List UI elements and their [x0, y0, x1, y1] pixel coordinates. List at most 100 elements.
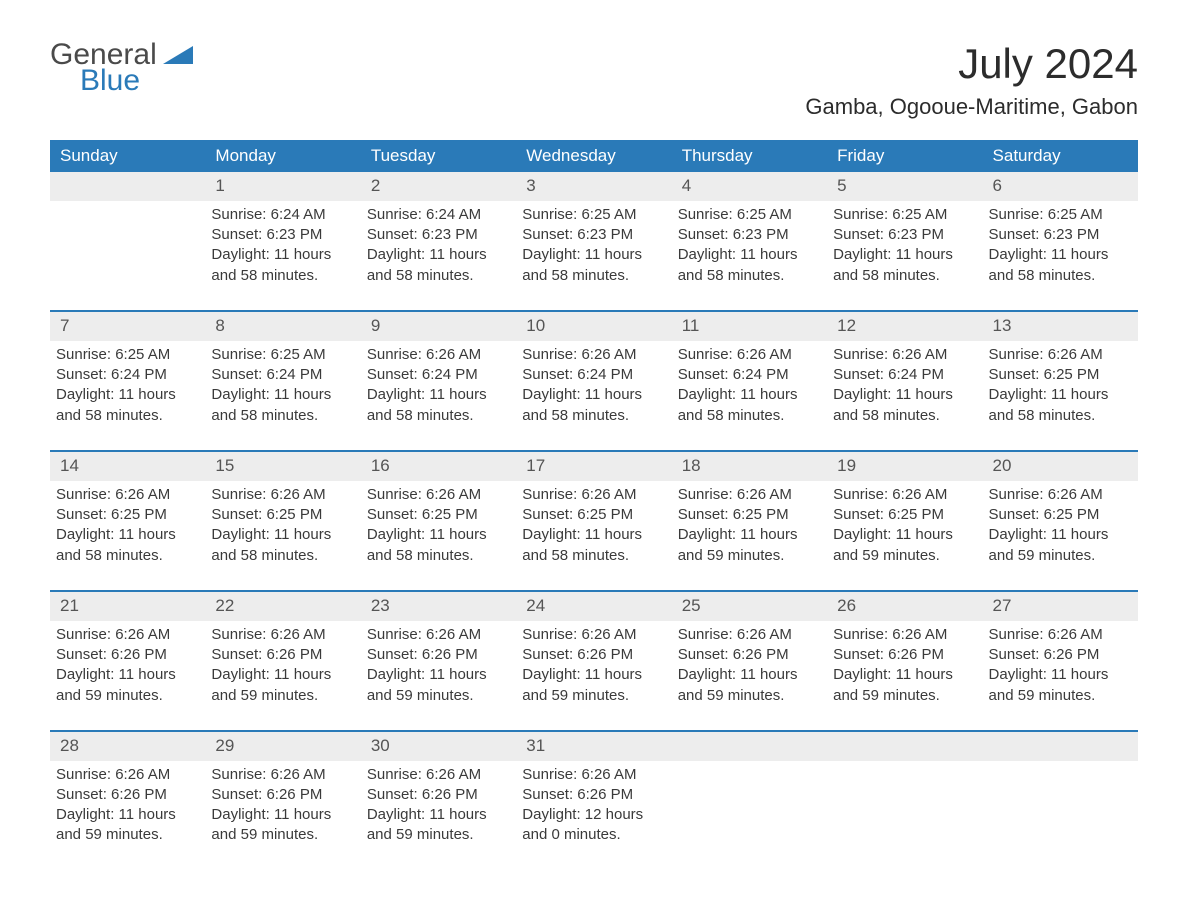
sunrise-text: Sunrise: 6:24 AM	[367, 205, 510, 225]
sunset-text: Sunset: 6:23 PM	[678, 225, 821, 245]
day-number-cell: 24	[516, 592, 671, 621]
sunrise-text: Sunrise: 6:26 AM	[522, 625, 665, 645]
day-cell: Sunrise: 6:26 AMSunset: 6:25 PMDaylight:…	[205, 481, 360, 591]
day-number-cell: 17	[516, 452, 671, 481]
day-number-cell: 12	[827, 312, 982, 341]
sunset-text: Sunset: 6:25 PM	[522, 505, 665, 525]
sunset-text: Sunset: 6:25 PM	[56, 505, 199, 525]
daylight-text: Daylight: 11 hours and 58 minutes.	[211, 385, 354, 426]
sunset-text: Sunset: 6:23 PM	[522, 225, 665, 245]
day-number-cell: 31	[516, 732, 671, 761]
day-cell: Sunrise: 6:25 AMSunset: 6:24 PMDaylight:…	[205, 341, 360, 451]
sunset-text: Sunset: 6:26 PM	[833, 645, 976, 665]
day-number-cell	[50, 172, 205, 201]
daylight-text: Daylight: 11 hours and 59 minutes.	[833, 665, 976, 706]
daylight-text: Daylight: 11 hours and 59 minutes.	[522, 665, 665, 706]
day-cell: Sunrise: 6:26 AMSunset: 6:25 PMDaylight:…	[827, 481, 982, 591]
day-cell: Sunrise: 6:26 AMSunset: 6:26 PMDaylight:…	[516, 621, 671, 731]
sunset-text: Sunset: 6:24 PM	[678, 365, 821, 385]
day-header-row: SundayMondayTuesdayWednesdayThursdayFrid…	[50, 140, 1138, 172]
sunset-text: Sunset: 6:26 PM	[367, 785, 510, 805]
day-number-cell: 28	[50, 732, 205, 761]
sunrise-text: Sunrise: 6:26 AM	[678, 625, 821, 645]
sunrise-text: Sunrise: 6:26 AM	[833, 485, 976, 505]
daylight-text: Daylight: 11 hours and 59 minutes.	[211, 665, 354, 706]
day-content-row: Sunrise: 6:25 AMSunset: 6:24 PMDaylight:…	[50, 341, 1138, 451]
day-number-cell: 7	[50, 312, 205, 341]
day-cell: Sunrise: 6:26 AMSunset: 6:26 PMDaylight:…	[205, 621, 360, 731]
day-header: Friday	[827, 140, 982, 172]
day-number-cell: 16	[361, 452, 516, 481]
sunset-text: Sunset: 6:25 PM	[367, 505, 510, 525]
day-content-row: Sunrise: 6:24 AMSunset: 6:23 PMDaylight:…	[50, 201, 1138, 311]
day-cell: Sunrise: 6:26 AMSunset: 6:25 PMDaylight:…	[516, 481, 671, 591]
day-content-row: Sunrise: 6:26 AMSunset: 6:26 PMDaylight:…	[50, 621, 1138, 731]
day-number-cell: 21	[50, 592, 205, 621]
day-cell	[50, 201, 205, 311]
sunset-text: Sunset: 6:25 PM	[989, 365, 1132, 385]
day-number-row: 14151617181920	[50, 452, 1138, 481]
sunrise-text: Sunrise: 6:26 AM	[56, 485, 199, 505]
sunset-text: Sunset: 6:26 PM	[211, 645, 354, 665]
day-cell: Sunrise: 6:24 AMSunset: 6:23 PMDaylight:…	[361, 201, 516, 311]
day-number-cell: 20	[983, 452, 1138, 481]
daylight-text: Daylight: 11 hours and 59 minutes.	[989, 525, 1132, 566]
daylight-text: Daylight: 11 hours and 58 minutes.	[211, 245, 354, 286]
day-header: Thursday	[672, 140, 827, 172]
sunset-text: Sunset: 6:26 PM	[56, 645, 199, 665]
daylight-text: Daylight: 11 hours and 59 minutes.	[833, 525, 976, 566]
sunset-text: Sunset: 6:23 PM	[211, 225, 354, 245]
sunset-text: Sunset: 6:24 PM	[522, 365, 665, 385]
day-number-cell: 25	[672, 592, 827, 621]
daylight-text: Daylight: 11 hours and 59 minutes.	[678, 665, 821, 706]
day-number-cell: 4	[672, 172, 827, 201]
sunset-text: Sunset: 6:26 PM	[522, 645, 665, 665]
sunrise-text: Sunrise: 6:26 AM	[211, 485, 354, 505]
sunrise-text: Sunrise: 6:26 AM	[678, 345, 821, 365]
daylight-text: Daylight: 11 hours and 58 minutes.	[522, 245, 665, 286]
daylight-text: Daylight: 11 hours and 58 minutes.	[211, 525, 354, 566]
day-number-cell: 22	[205, 592, 360, 621]
sunset-text: Sunset: 6:26 PM	[211, 785, 354, 805]
day-cell: Sunrise: 6:25 AMSunset: 6:23 PMDaylight:…	[516, 201, 671, 311]
month-title: July 2024	[805, 40, 1138, 88]
day-number-cell: 23	[361, 592, 516, 621]
sunset-text: Sunset: 6:26 PM	[522, 785, 665, 805]
daylight-text: Daylight: 11 hours and 58 minutes.	[367, 385, 510, 426]
daylight-text: Daylight: 11 hours and 59 minutes.	[56, 665, 199, 706]
sunrise-text: Sunrise: 6:26 AM	[211, 625, 354, 645]
sunset-text: Sunset: 6:26 PM	[367, 645, 510, 665]
daylight-text: Daylight: 11 hours and 58 minutes.	[989, 385, 1132, 426]
sunset-text: Sunset: 6:24 PM	[56, 365, 199, 385]
day-cell	[983, 761, 1138, 870]
sunrise-text: Sunrise: 6:26 AM	[833, 345, 976, 365]
sunrise-text: Sunrise: 6:26 AM	[989, 485, 1132, 505]
sunset-text: Sunset: 6:23 PM	[833, 225, 976, 245]
location-text: Gamba, Ogooue-Maritime, Gabon	[805, 94, 1138, 120]
day-cell: Sunrise: 6:26 AMSunset: 6:24 PMDaylight:…	[516, 341, 671, 451]
sunrise-text: Sunrise: 6:26 AM	[989, 625, 1132, 645]
day-cell: Sunrise: 6:26 AMSunset: 6:24 PMDaylight:…	[827, 341, 982, 451]
sunset-text: Sunset: 6:26 PM	[56, 785, 199, 805]
day-cell: Sunrise: 6:26 AMSunset: 6:26 PMDaylight:…	[205, 761, 360, 870]
day-number-cell: 10	[516, 312, 671, 341]
day-number-cell: 18	[672, 452, 827, 481]
sunrise-text: Sunrise: 6:24 AM	[211, 205, 354, 225]
day-cell: Sunrise: 6:26 AMSunset: 6:26 PMDaylight:…	[983, 621, 1138, 731]
daylight-text: Daylight: 11 hours and 59 minutes.	[989, 665, 1132, 706]
sunset-text: Sunset: 6:26 PM	[678, 645, 821, 665]
title-block: July 2024 Gamba, Ogooue-Maritime, Gabon	[805, 40, 1138, 120]
day-number-cell: 26	[827, 592, 982, 621]
day-cell: Sunrise: 6:26 AMSunset: 6:26 PMDaylight:…	[516, 761, 671, 870]
logo: General Blue	[50, 40, 193, 96]
sunrise-text: Sunrise: 6:26 AM	[56, 625, 199, 645]
sunrise-text: Sunrise: 6:25 AM	[522, 205, 665, 225]
day-cell: Sunrise: 6:26 AMSunset: 6:26 PMDaylight:…	[361, 761, 516, 870]
day-cell: Sunrise: 6:25 AMSunset: 6:23 PMDaylight:…	[983, 201, 1138, 311]
sunrise-text: Sunrise: 6:26 AM	[367, 625, 510, 645]
sunset-text: Sunset: 6:24 PM	[367, 365, 510, 385]
day-number-cell: 1	[205, 172, 360, 201]
daylight-text: Daylight: 11 hours and 58 minutes.	[678, 245, 821, 286]
day-cell: Sunrise: 6:26 AMSunset: 6:25 PMDaylight:…	[672, 481, 827, 591]
sunrise-text: Sunrise: 6:26 AM	[522, 485, 665, 505]
